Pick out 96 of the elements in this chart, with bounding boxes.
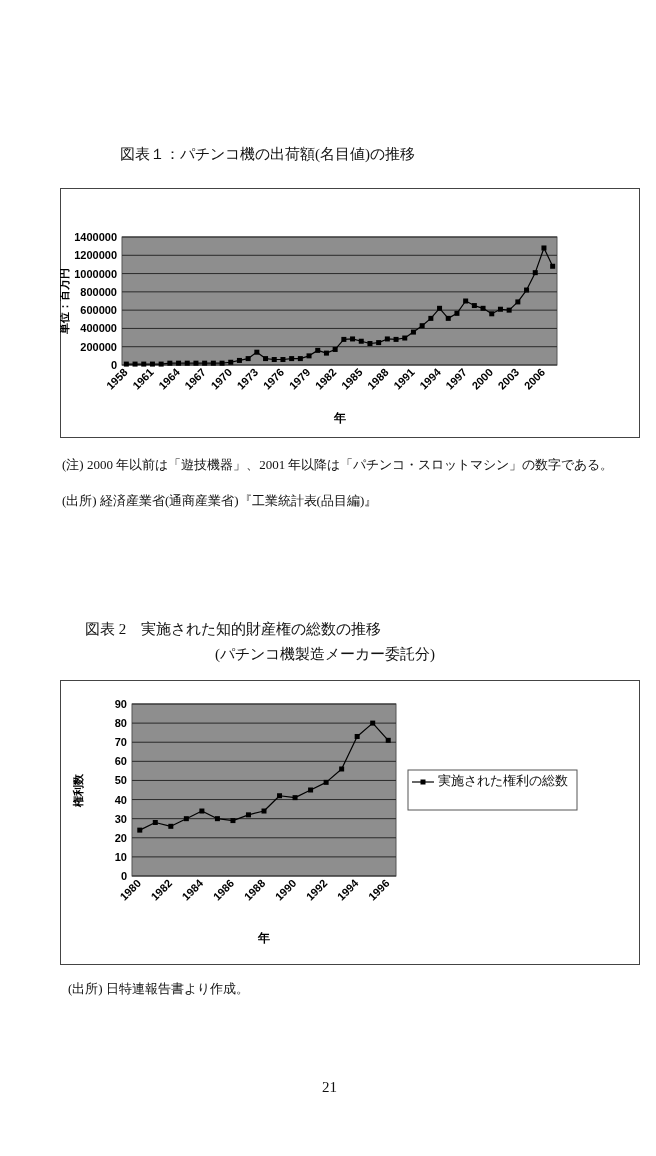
point xyxy=(158,361,164,367)
y-tick-label: 90 xyxy=(114,698,127,710)
point xyxy=(323,779,329,785)
point xyxy=(168,823,174,829)
point xyxy=(193,360,199,366)
point xyxy=(199,808,205,814)
point xyxy=(532,270,538,276)
point xyxy=(419,323,425,329)
y-tick-label: 200000 xyxy=(80,340,117,353)
text: (出所) 経済産業省(通商産業省)『工業統計表(品目編)』 xyxy=(62,492,378,510)
legend-label: 実施された権利の総数 xyxy=(438,772,569,789)
point xyxy=(137,827,143,833)
point xyxy=(280,357,286,363)
y-tick-label: 0 xyxy=(120,870,127,882)
chart-subtitle: (パチンコ機製造メーカー委託分) xyxy=(215,645,435,664)
y-tick-label: 1000000 xyxy=(74,267,117,280)
point xyxy=(480,305,486,311)
point xyxy=(176,360,182,366)
point xyxy=(402,335,408,341)
point xyxy=(341,336,347,342)
point xyxy=(323,350,329,356)
point xyxy=(550,263,556,269)
point xyxy=(354,733,360,739)
y-axis-title: 権利数 xyxy=(72,772,84,808)
point xyxy=(167,360,173,366)
point xyxy=(210,360,216,366)
y-tick-label: 10 xyxy=(114,850,127,863)
point xyxy=(332,346,338,352)
point xyxy=(471,303,477,309)
point xyxy=(277,793,283,799)
point xyxy=(245,356,251,362)
y-tick-label: 80 xyxy=(114,717,127,730)
point xyxy=(152,819,158,825)
y-tick-label: 1400000 xyxy=(74,231,117,243)
point xyxy=(306,353,312,359)
point xyxy=(393,336,399,342)
point xyxy=(515,299,521,305)
point xyxy=(230,818,236,824)
point xyxy=(297,356,303,362)
x-axis-title: 年 xyxy=(332,411,346,425)
text: (注) 2000 年以前は「遊技機器」、2001 年以降は「パチンコ・スロットマシン」の数字である。 xyxy=(62,456,615,474)
point xyxy=(308,787,314,793)
point xyxy=(183,816,189,822)
chart-title: 図表１：パチンコ機の出荷額(名目値)の推移 xyxy=(120,145,415,164)
point xyxy=(384,336,390,342)
point xyxy=(358,338,364,344)
point xyxy=(123,361,129,367)
point xyxy=(410,329,416,335)
y-tick-label: 50 xyxy=(114,774,127,787)
point xyxy=(228,359,234,365)
point xyxy=(437,305,443,311)
point xyxy=(245,812,251,818)
point xyxy=(214,816,220,822)
y-tick-label: 0 xyxy=(110,359,117,371)
point xyxy=(132,361,138,367)
point xyxy=(149,361,155,367)
point xyxy=(236,357,242,363)
point xyxy=(370,720,376,726)
chart-title: 図表 2 実施された知的財産権の総数の推移 xyxy=(85,620,382,639)
point xyxy=(184,360,190,366)
y-tick-label: 60 xyxy=(114,755,127,768)
y-tick-label: 800000 xyxy=(80,285,117,298)
point xyxy=(454,310,460,316)
x-axis-title: 年 xyxy=(257,931,270,945)
point xyxy=(271,357,277,363)
point xyxy=(489,311,495,317)
y-tick-label: 40 xyxy=(114,793,127,806)
point xyxy=(141,361,147,367)
point xyxy=(261,808,267,814)
point xyxy=(506,307,512,313)
point xyxy=(367,341,373,347)
point xyxy=(463,298,469,304)
point xyxy=(385,737,391,743)
text: (出所) 日特連報告書より作成。 xyxy=(68,980,249,998)
point xyxy=(428,315,434,321)
y-tick-label: 20 xyxy=(114,831,127,844)
y-tick-label: 1200000 xyxy=(74,249,117,262)
y-tick-label: 30 xyxy=(114,812,127,825)
y-tick-label: 600000 xyxy=(80,304,117,317)
point xyxy=(292,795,298,801)
y-tick-label: 70 xyxy=(114,736,127,749)
point xyxy=(524,287,530,293)
point xyxy=(315,347,321,353)
point xyxy=(445,315,451,321)
text: 21 xyxy=(322,1078,337,1096)
point xyxy=(219,360,225,366)
point xyxy=(202,360,208,366)
point xyxy=(376,340,382,346)
point xyxy=(254,349,260,355)
point xyxy=(289,356,295,362)
point xyxy=(350,336,356,342)
y-tick-label: 400000 xyxy=(80,322,117,335)
point xyxy=(541,245,547,251)
point xyxy=(263,356,269,362)
point xyxy=(339,766,345,772)
point xyxy=(497,306,503,312)
